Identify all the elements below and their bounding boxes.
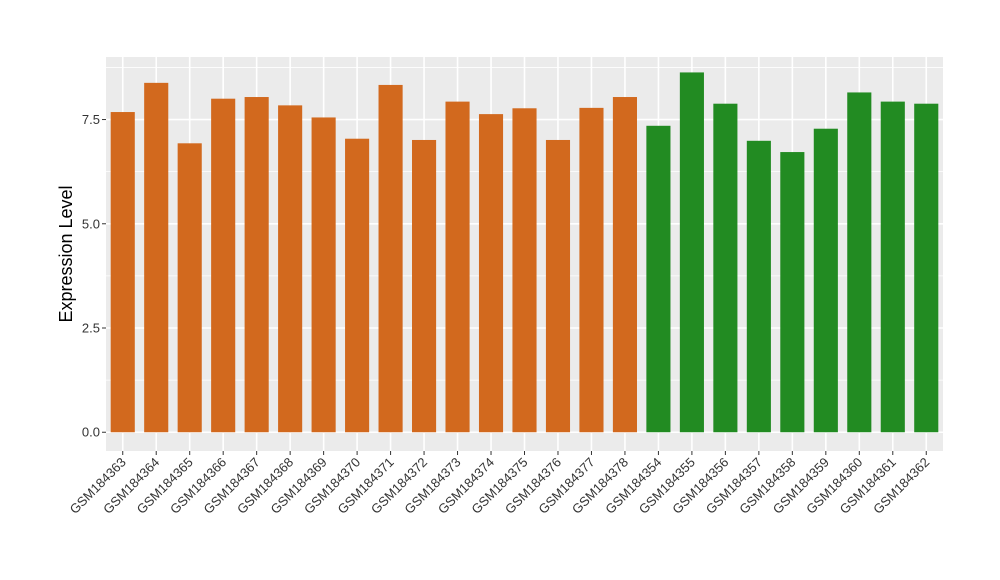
bar-GSM184375 xyxy=(512,108,537,433)
bar-GSM184358 xyxy=(780,152,805,433)
y-axis: 0.0 2.5 5.0 7.5 xyxy=(82,112,106,440)
bar-GSM184371 xyxy=(378,84,403,433)
bar-GSM184369 xyxy=(311,117,336,433)
bar-GSM184367 xyxy=(244,97,269,433)
bar-GSM184359 xyxy=(813,128,838,433)
bar-GSM184363 xyxy=(110,112,135,433)
bar-GSM184374 xyxy=(478,114,504,433)
bar-GSM184355 xyxy=(679,72,704,433)
bar-GSM184378 xyxy=(612,97,637,433)
bar-GSM184366 xyxy=(211,98,236,433)
bar-GSM184354 xyxy=(646,125,671,433)
bar-GSM184372 xyxy=(412,139,437,433)
bar-GSM184373 xyxy=(445,101,470,433)
bar-GSM184377 xyxy=(579,107,604,433)
bar-GSM184356 xyxy=(713,103,738,433)
x-axis: GSM184363GSM184364GSM184365GSM184366GSM1… xyxy=(67,451,932,517)
y-tick-label: 7.5 xyxy=(82,112,100,127)
bar-GSM184357 xyxy=(746,140,771,433)
y-tick-label: 0.0 xyxy=(82,425,100,440)
bar-GSM184364 xyxy=(144,82,169,433)
bar-GSM184362 xyxy=(914,103,939,433)
y-axis-title: Expression Level xyxy=(56,185,76,322)
y-tick-label: 5.0 xyxy=(82,216,100,231)
bar-GSM184370 xyxy=(345,138,370,433)
bar-GSM184368 xyxy=(278,105,303,433)
bar-GSM184360 xyxy=(847,92,872,433)
bars xyxy=(110,72,939,433)
y-tick-label: 2.5 xyxy=(82,321,100,336)
bar-GSM184361 xyxy=(880,101,905,433)
bar-GSM184376 xyxy=(545,139,571,433)
bar-GSM184365 xyxy=(177,143,202,433)
